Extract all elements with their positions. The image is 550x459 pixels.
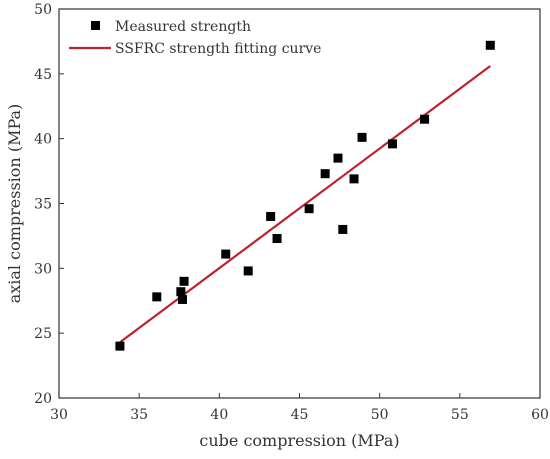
- x-tick-label: 35: [130, 407, 148, 423]
- legend-label-fit-curve: SSFRC strength fitting curve: [115, 41, 321, 57]
- x-axis-ticks: 30 35 40 45 50 55 60: [50, 393, 549, 423]
- y-tick-label: 45: [34, 67, 52, 83]
- data-point: [485, 40, 495, 50]
- x-tick-label: 50: [371, 407, 389, 423]
- y-axis-ticks: 20 25 30 35 40 45 50: [34, 2, 64, 407]
- data-point: [333, 153, 343, 163]
- y-tick-label: 25: [34, 326, 52, 342]
- plot-border: [58, 8, 541, 399]
- data-point: [177, 294, 187, 304]
- data-point: [272, 234, 282, 244]
- y-tick-label: 50: [34, 2, 52, 18]
- x-tick-label: 60: [531, 407, 549, 423]
- y-tick-label: 40: [34, 132, 52, 148]
- y-tick-label: 30: [34, 261, 52, 277]
- data-point: [115, 341, 125, 351]
- x-axis-title: cube compression (MPa): [199, 431, 399, 450]
- x-tick-label: 45: [291, 407, 309, 423]
- x-tick-label: 40: [210, 407, 228, 423]
- y-tick-label: 20: [34, 391, 52, 407]
- data-point: [152, 292, 162, 302]
- data-point: [179, 276, 189, 286]
- fit-curve-line: [119, 65, 491, 344]
- points-layer: [115, 40, 495, 351]
- data-point: [176, 287, 186, 297]
- y-tick-label: 35: [34, 197, 52, 213]
- x-tick-label: 30: [50, 407, 68, 423]
- legend: Measured strength SSFRC strength fitting…: [69, 19, 321, 57]
- data-point: [266, 211, 276, 221]
- plot-frame: [58, 8, 541, 399]
- data-point: [320, 169, 330, 179]
- y-axis-title: axial compression (MPa): [5, 104, 24, 304]
- data-point: [357, 132, 367, 142]
- x-tick-label: 55: [451, 407, 469, 423]
- legend-marker-measured: [91, 21, 100, 30]
- data-point: [338, 224, 348, 234]
- data-point: [420, 114, 430, 124]
- data-point: [221, 249, 231, 259]
- data-point: [387, 139, 397, 149]
- data-point: [243, 266, 253, 276]
- legend-label-measured: Measured strength: [115, 19, 251, 35]
- fit-line-layer: [119, 65, 491, 344]
- data-point: [304, 204, 314, 214]
- data-point: [349, 174, 359, 184]
